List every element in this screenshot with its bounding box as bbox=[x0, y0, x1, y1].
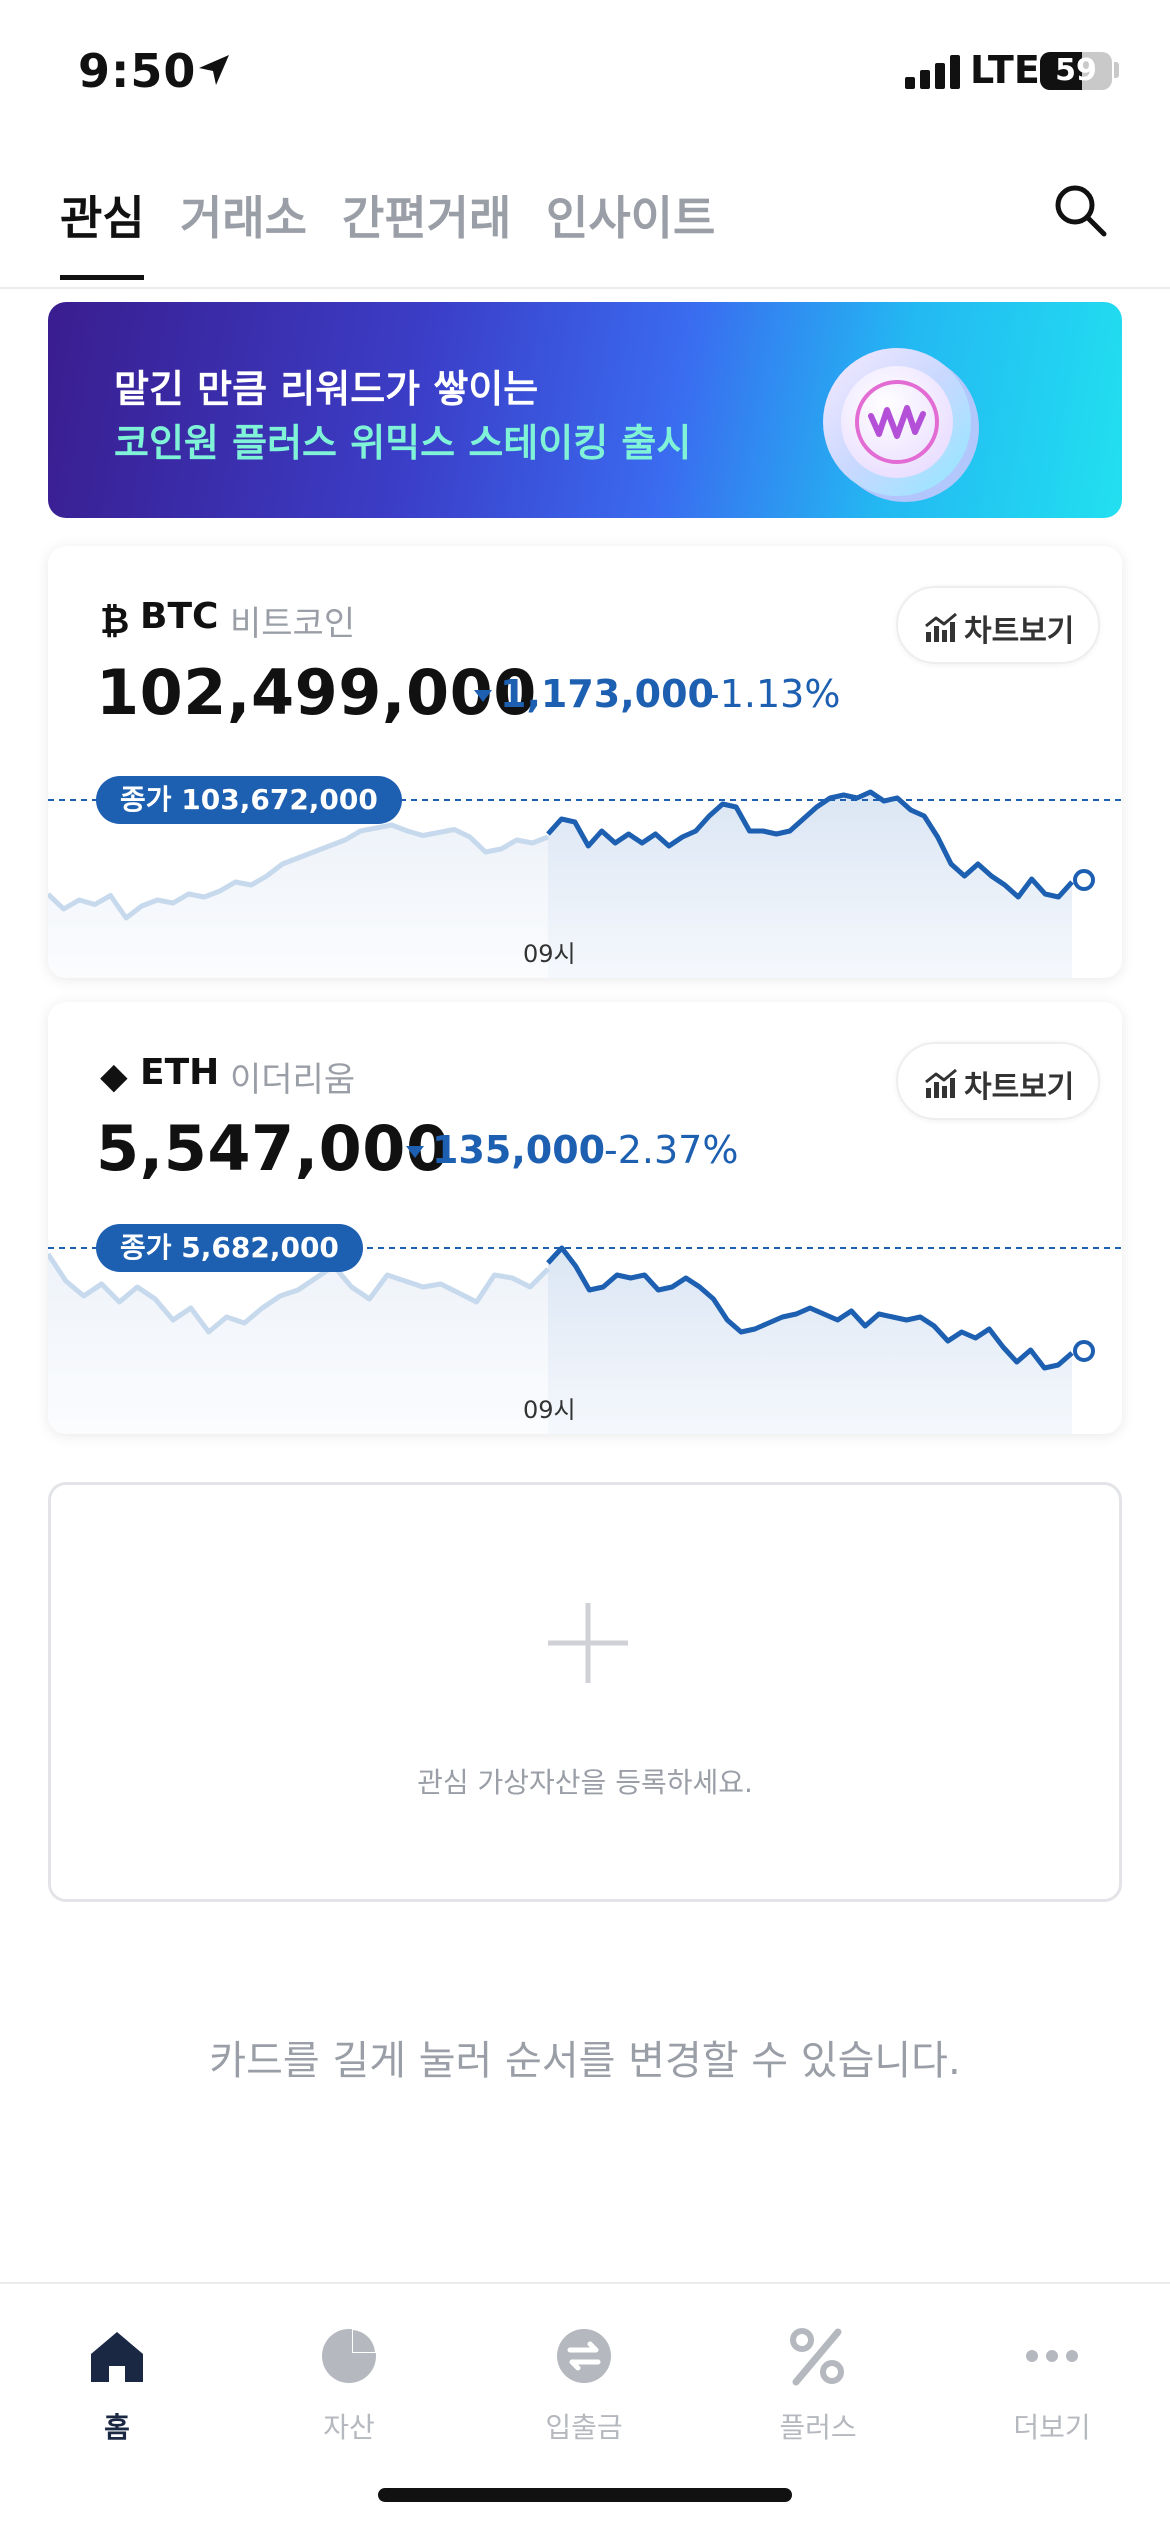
percent-icon bbox=[790, 2328, 844, 2386]
tab-exchange[interactable]: 거래소 bbox=[180, 191, 307, 245]
nav-label: 자산 bbox=[323, 2411, 375, 2444]
chart-time-label: 09시 bbox=[523, 1396, 576, 1424]
tabs-divider bbox=[0, 287, 1170, 289]
down-triangle-icon bbox=[474, 690, 492, 702]
wemix-coin-icon bbox=[823, 348, 979, 502]
coin-ticker: ETH bbox=[140, 1052, 220, 1093]
chart-line-icon bbox=[925, 612, 957, 642]
today-area bbox=[548, 792, 1072, 978]
network-type: LTE bbox=[970, 48, 1040, 92]
active-tab-indicator bbox=[60, 275, 144, 280]
status-bar: 9:50 LTE 59 bbox=[0, 0, 1170, 150]
battery-icon: 59 bbox=[1040, 52, 1112, 90]
nav-deposit-withdraw[interactable]: 입출금 bbox=[484, 2324, 684, 2474]
promo-banner[interactable]: 맡긴 만큼 리워드가 쌓이는 코인원 플러스 위믹스 스테이킹 출시 bbox=[48, 302, 1122, 518]
history-line bbox=[48, 1252, 550, 1335]
banner-subheadline: 코인원 플러스 위믹스 스테이킹 출시 bbox=[114, 421, 692, 465]
cellular-signal-icon bbox=[905, 55, 960, 89]
home-indicator bbox=[378, 2488, 792, 2502]
price-change-percent: -2.37% bbox=[604, 1128, 739, 1172]
location-arrow-icon bbox=[199, 55, 229, 85]
more-icon bbox=[1026, 2350, 1078, 2362]
today-line bbox=[546, 1245, 1074, 1371]
nav-assets[interactable]: 자산 bbox=[249, 2324, 449, 2474]
previous-close-badge: 종가 103,672,000 bbox=[96, 776, 402, 824]
current-price-dot bbox=[1073, 869, 1095, 891]
history-area bbox=[48, 825, 548, 978]
price-change: 1,173,000 bbox=[500, 672, 714, 716]
tab-easy-trade[interactable]: 간편거래 bbox=[342, 191, 512, 245]
plus-icon bbox=[548, 1603, 628, 1683]
mini-price-chart bbox=[48, 1245, 1122, 1434]
current-price: 5,547,000 bbox=[96, 1112, 450, 1185]
coin-ticker: BTC bbox=[140, 596, 219, 637]
nav-label: 더보기 bbox=[1013, 2411, 1091, 2444]
price-change-percent: -1.13% bbox=[706, 672, 841, 716]
coin-name: 이더리움 bbox=[230, 1060, 356, 1100]
reorder-hint: 카드를 길게 눌러 순서를 변경할 수 있습니다. bbox=[209, 2038, 961, 2084]
today-line bbox=[546, 789, 1074, 900]
view-chart-button[interactable]: 차트보기 bbox=[896, 586, 1100, 664]
transfer-icon bbox=[557, 2329, 611, 2383]
home-icon bbox=[91, 2332, 143, 2382]
nav-label: 홈 bbox=[104, 2411, 130, 2444]
coin-card-eth[interactable]: ◆ ETH 이더리움 차트보기 5,547,000 135,000 -2.37%… bbox=[48, 1002, 1122, 1434]
battery-percent: 59 bbox=[1055, 53, 1097, 88]
coin-card-btc[interactable]: ₿ BTC 비트코인 차트보기 102,499,000 1,173,000 -1… bbox=[48, 546, 1122, 978]
battery-tip bbox=[1114, 62, 1119, 78]
today-area bbox=[548, 1248, 1072, 1434]
coin-name: 비트코인 bbox=[230, 604, 356, 644]
tab-insight[interactable]: 인사이트 bbox=[546, 191, 716, 245]
nav-label: 입출금 bbox=[545, 2411, 623, 2444]
view-chart-label: 차트보기 bbox=[964, 1070, 1075, 1105]
chart-time-label: 09시 bbox=[523, 940, 576, 968]
nav-plus[interactable]: 플러스 bbox=[718, 2324, 918, 2474]
price-change: 135,000 bbox=[432, 1128, 606, 1172]
previous-close-badge: 종가 5,682,000 bbox=[96, 1224, 363, 1272]
current-price-dot bbox=[1073, 1340, 1095, 1362]
bitcoin-icon: ₿ bbox=[100, 601, 130, 642]
history-line bbox=[48, 822, 549, 921]
banner-headline: 맡긴 만큼 리워드가 쌓이는 bbox=[114, 367, 539, 411]
ethereum-icon: ◆ bbox=[100, 1056, 128, 1097]
status-time: 9:50 bbox=[78, 44, 197, 98]
chart-line-icon bbox=[925, 1068, 957, 1098]
down-triangle-icon bbox=[406, 1146, 424, 1158]
current-price: 102,499,000 bbox=[96, 656, 537, 729]
view-chart-button[interactable]: 차트보기 bbox=[896, 1042, 1100, 1120]
nav-home[interactable]: 홈 bbox=[17, 2324, 217, 2474]
search-icon[interactable] bbox=[1050, 180, 1110, 240]
tab-watchlist[interactable]: 관심 bbox=[60, 191, 145, 245]
history-area bbox=[48, 1254, 548, 1434]
pie-chart-icon bbox=[322, 2328, 377, 2383]
nav-label: 플러스 bbox=[779, 2411, 857, 2444]
mini-price-chart bbox=[48, 789, 1122, 978]
add-watchlist-text: 관심 가상자산을 등록하세요. bbox=[417, 1766, 753, 1799]
view-chart-label: 차트보기 bbox=[964, 614, 1075, 649]
nav-more[interactable]: 더보기 bbox=[952, 2324, 1152, 2474]
add-watchlist-card[interactable]: 관심 가상자산을 등록하세요. bbox=[48, 1482, 1122, 1902]
